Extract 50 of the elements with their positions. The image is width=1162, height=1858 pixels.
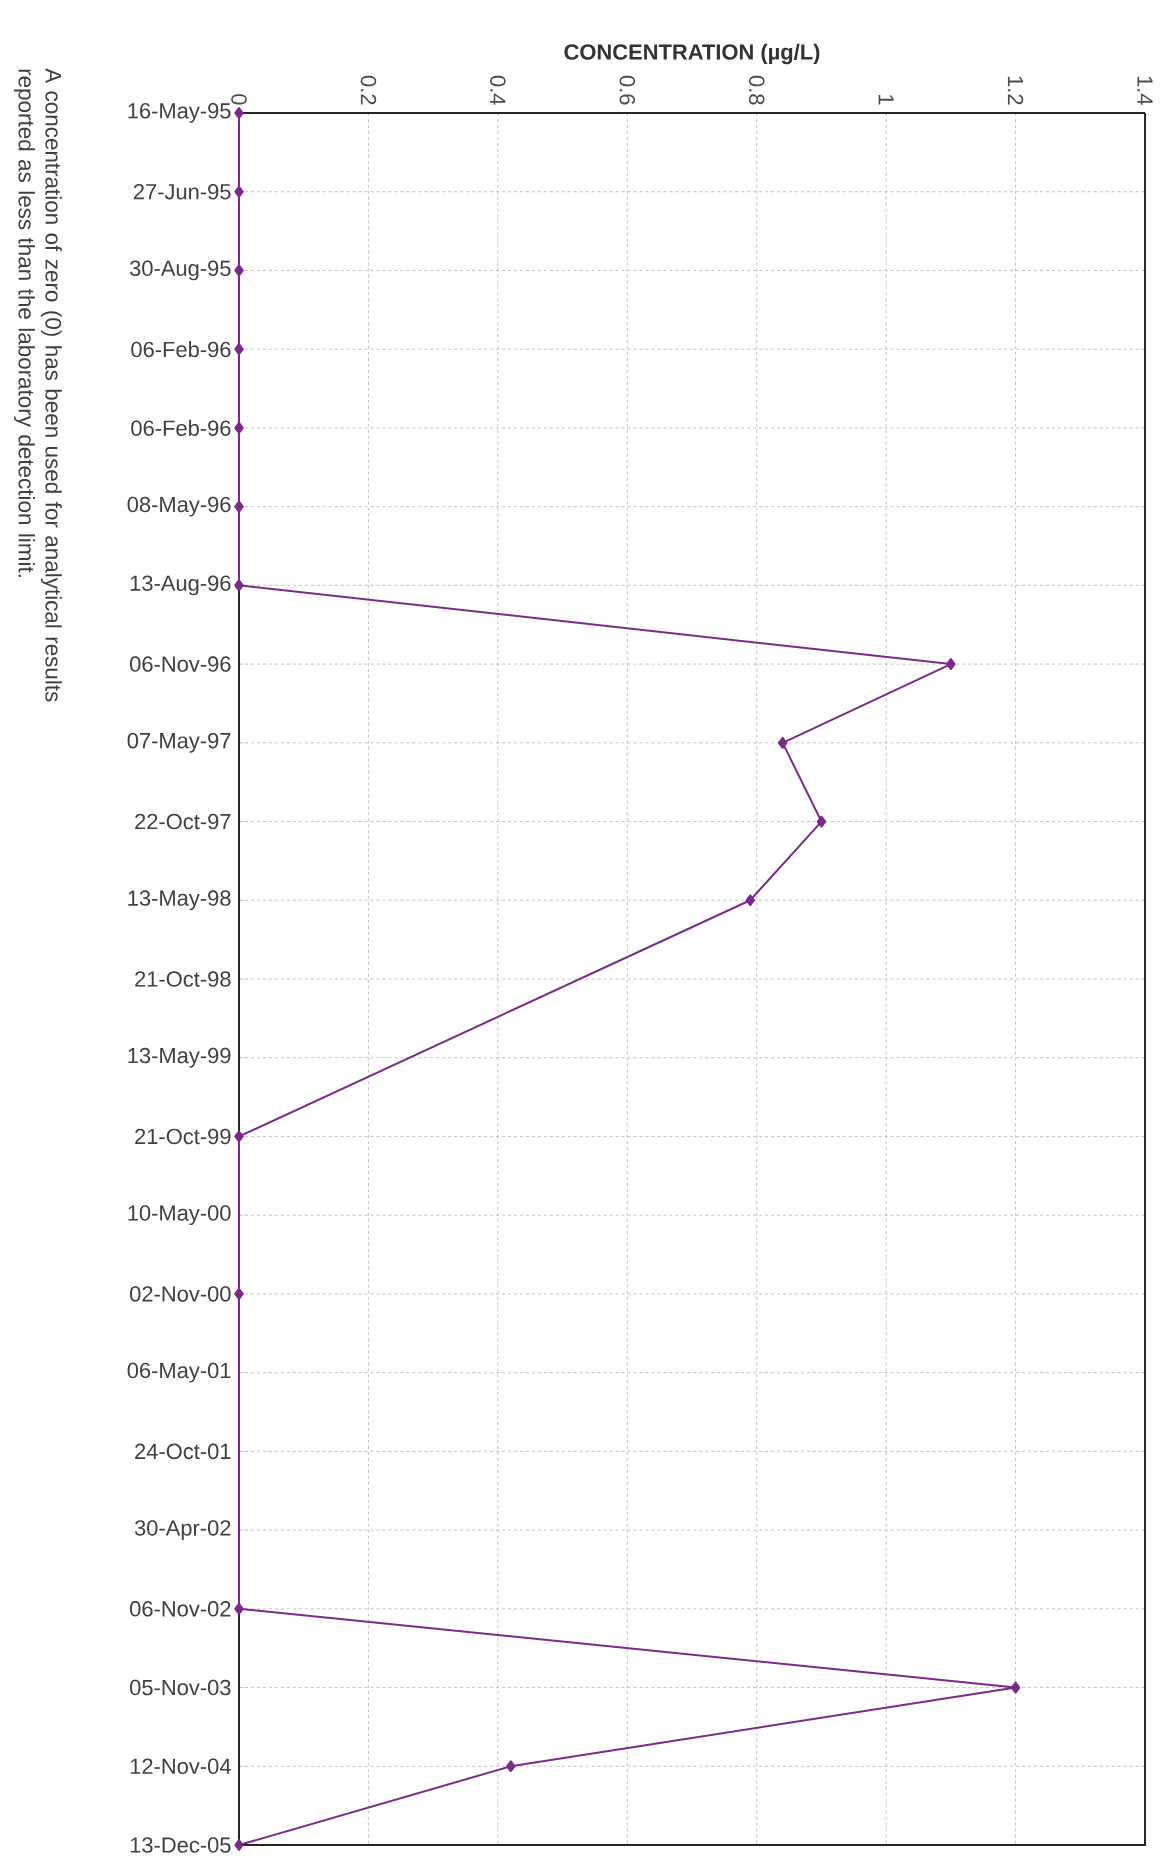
point [777,736,788,749]
y-tick-label: 06-Feb-96 [131,419,231,436]
point [234,1839,244,1851]
y-tick-label: 30-Apr-02 [134,1520,231,1541]
point [1010,1681,1021,1694]
point [234,1130,244,1143]
point [234,421,244,434]
point [234,1287,244,1300]
y-tick-label: 22-Oct-97 [135,813,231,830]
x-axis-title: CONCENTRATION (µg/L) [564,43,820,65]
point [745,894,755,907]
x-tick-label: 0.8 [748,75,765,105]
y-tick-label: 05-Nov-03 [130,1679,231,1696]
point [946,658,956,671]
x-tick-label: 0.2 [360,75,377,105]
y-tick-label: 02-Nov-00 [130,1286,231,1302]
x-tick-label: 0.4 [490,75,506,105]
y-tick-label: 21-Oct-98 [135,971,231,987]
point [234,343,244,356]
x-tick-label: 0.6 [619,75,636,105]
y-tick-label: 13-May-99 [128,1047,231,1068]
y-tick-label: 06-Feb-96 [131,341,231,358]
y-tick-label: 06-Nov-02 [130,1601,231,1617]
y-tick-label: 07-May-97 [127,732,231,753]
y-tick-label: 06-May-01 [127,1362,231,1383]
y-tick-label: 13-May-98 [128,890,231,911]
y-tick-label: 16-May-95 [128,103,231,123]
y-tick-label: 06-Nov-96 [130,656,231,672]
point [234,500,244,513]
y-tick-label: 27-Jun-95 [133,183,231,200]
y-tick-label: 10-May-00 [128,1205,231,1226]
y-tick-label: 12-Nov-04 [130,1758,231,1775]
y-tick-label: 08-May-96 [127,496,231,517]
y-tick-label: 24-Oct-01 [135,1443,231,1460]
point [234,579,244,592]
text: A concentration of zero (0) has been used for analytical results reported as less than the laboratory detection limit. [14,68,62,702]
x-tick-label: 1.4 [1137,76,1153,105]
y-tick-label: 30-Aug-95 [129,260,231,281]
y-tick-label: 21-Oct-99 [135,1128,231,1145]
point [234,107,244,119]
x-tick-label: 1.2 [1007,76,1024,105]
point [506,1760,516,1773]
point [234,1602,244,1615]
point [816,815,827,828]
x-tick-label: 1 [878,94,894,105]
x-tick-label: 0 [231,94,247,105]
y-tick-label: 13-Dec-05 [130,1837,231,1853]
point [234,264,244,277]
y-tick-label: 13-Aug-96 [130,575,231,596]
point [234,185,244,198]
